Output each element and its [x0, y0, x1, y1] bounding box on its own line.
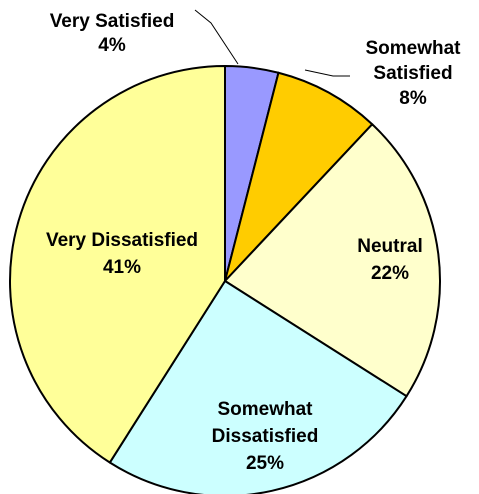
slice-label-line: Neutral [357, 236, 422, 257]
slice-label-neutral: Neutral 22% [357, 236, 422, 284]
slice-label-very-satisfied: Very Satisfied 4% [50, 11, 175, 56]
leader-line-somewhat-satisfied [304, 69, 350, 77]
slice-label-line: 4% [98, 35, 126, 56]
slice-label-line: Somewhat [365, 38, 461, 59]
slice-label-line: 22% [371, 263, 409, 284]
pie-slice-somewhat-dissatisfied [108, 280, 408, 494]
leader-lines-layer [194, 9, 350, 77]
slice-label-somewhat-satisfied: Somewhat Satisfied 8% [365, 38, 461, 109]
pie-slice-neutral [224, 123, 441, 398]
slice-label-somewhat-dissatisfied: Somewhat Dissatisfied 25% [212, 399, 319, 474]
slice-label-very-dissatisfied: Very Dissatisfied 41% [46, 230, 198, 278]
slice-label-line: Dissatisfied [212, 426, 319, 447]
slice-label-line: Somewhat [217, 399, 313, 420]
slice-label-line: Very Dissatisfied [46, 230, 198, 251]
pie-slice-somewhat-satisfied [224, 71, 374, 282]
leader-line-very-satisfied [194, 9, 239, 65]
slice-label-line: 25% [246, 453, 284, 474]
slice-label-line: Very Satisfied [50, 11, 175, 32]
slice-label-line: 8% [399, 88, 427, 109]
labels-layer: Very Satisfied 4% Somewhat Satisfied 8% Neutr… [46, 11, 461, 474]
pie-slice-very-dissatisfied [9, 65, 226, 464]
slices-layer [9, 65, 441, 494]
slice-label-line: Satisfied [373, 63, 452, 84]
slice-label-line: 41% [103, 257, 141, 278]
